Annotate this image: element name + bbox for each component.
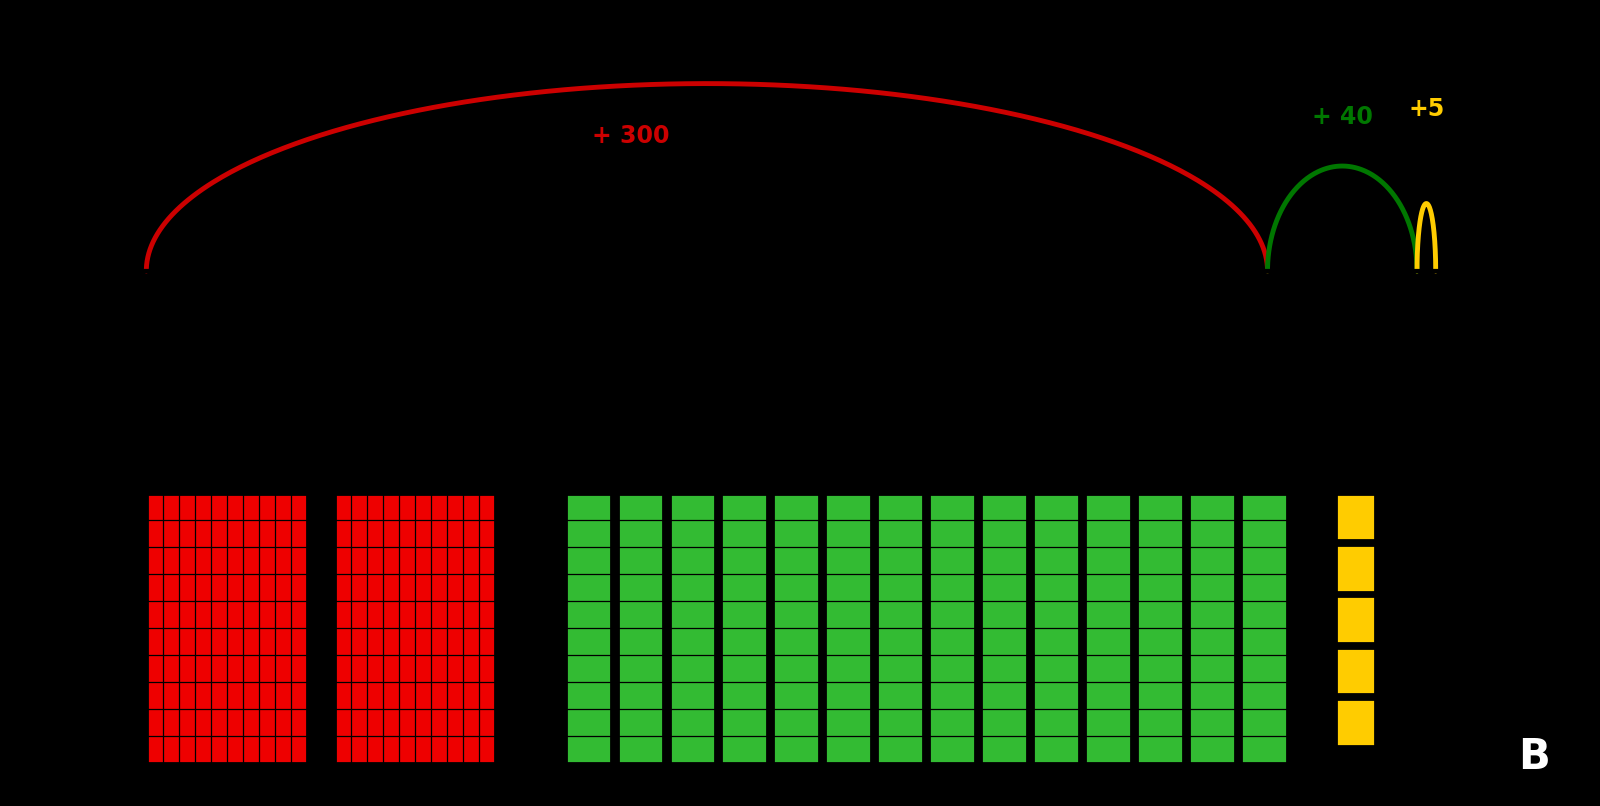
Text: 340: 340 (1398, 320, 1435, 338)
Text: Three hundred forty-five: Three hundred forty-five (514, 27, 1094, 69)
Text: 280: 280 (1174, 320, 1211, 338)
Bar (930, 493, 974, 763)
Bar (1336, 545, 1376, 592)
Bar (1034, 493, 1078, 763)
Text: A: A (58, 27, 91, 69)
Bar (1336, 699, 1376, 746)
Text: 40: 40 (283, 320, 309, 338)
Text: B: B (1518, 737, 1550, 779)
Text: 160: 160 (725, 320, 763, 338)
Bar (773, 493, 819, 763)
Text: 0: 0 (141, 320, 152, 338)
Bar (147, 493, 307, 763)
Text: 345: 345 (1416, 353, 1456, 372)
Bar (1189, 493, 1235, 763)
Bar (722, 493, 768, 763)
Bar (1242, 493, 1286, 763)
Bar (334, 493, 496, 763)
Text: +5: +5 (1408, 97, 1445, 121)
Bar (1336, 493, 1376, 540)
Text: + 300: + 300 (592, 124, 669, 148)
Text: 80: 80 (432, 320, 458, 338)
Text: 120: 120 (576, 320, 613, 338)
Bar (1138, 493, 1182, 763)
Text: 240: 240 (1024, 320, 1062, 338)
Bar (1336, 596, 1376, 643)
Bar (1085, 493, 1131, 763)
Bar (566, 493, 611, 763)
Bar (877, 493, 923, 763)
Bar (1336, 647, 1376, 695)
Text: 300: 300 (1248, 320, 1286, 338)
Bar (669, 493, 715, 763)
Bar (826, 493, 872, 763)
Text: + 40: + 40 (1312, 105, 1373, 128)
Text: 2 hundreds + 14 tens + 5 ones: 2 hundreds + 14 tens + 5 ones (467, 426, 1141, 464)
Text: 200: 200 (875, 320, 912, 338)
Bar (618, 493, 664, 763)
Bar (981, 493, 1027, 763)
